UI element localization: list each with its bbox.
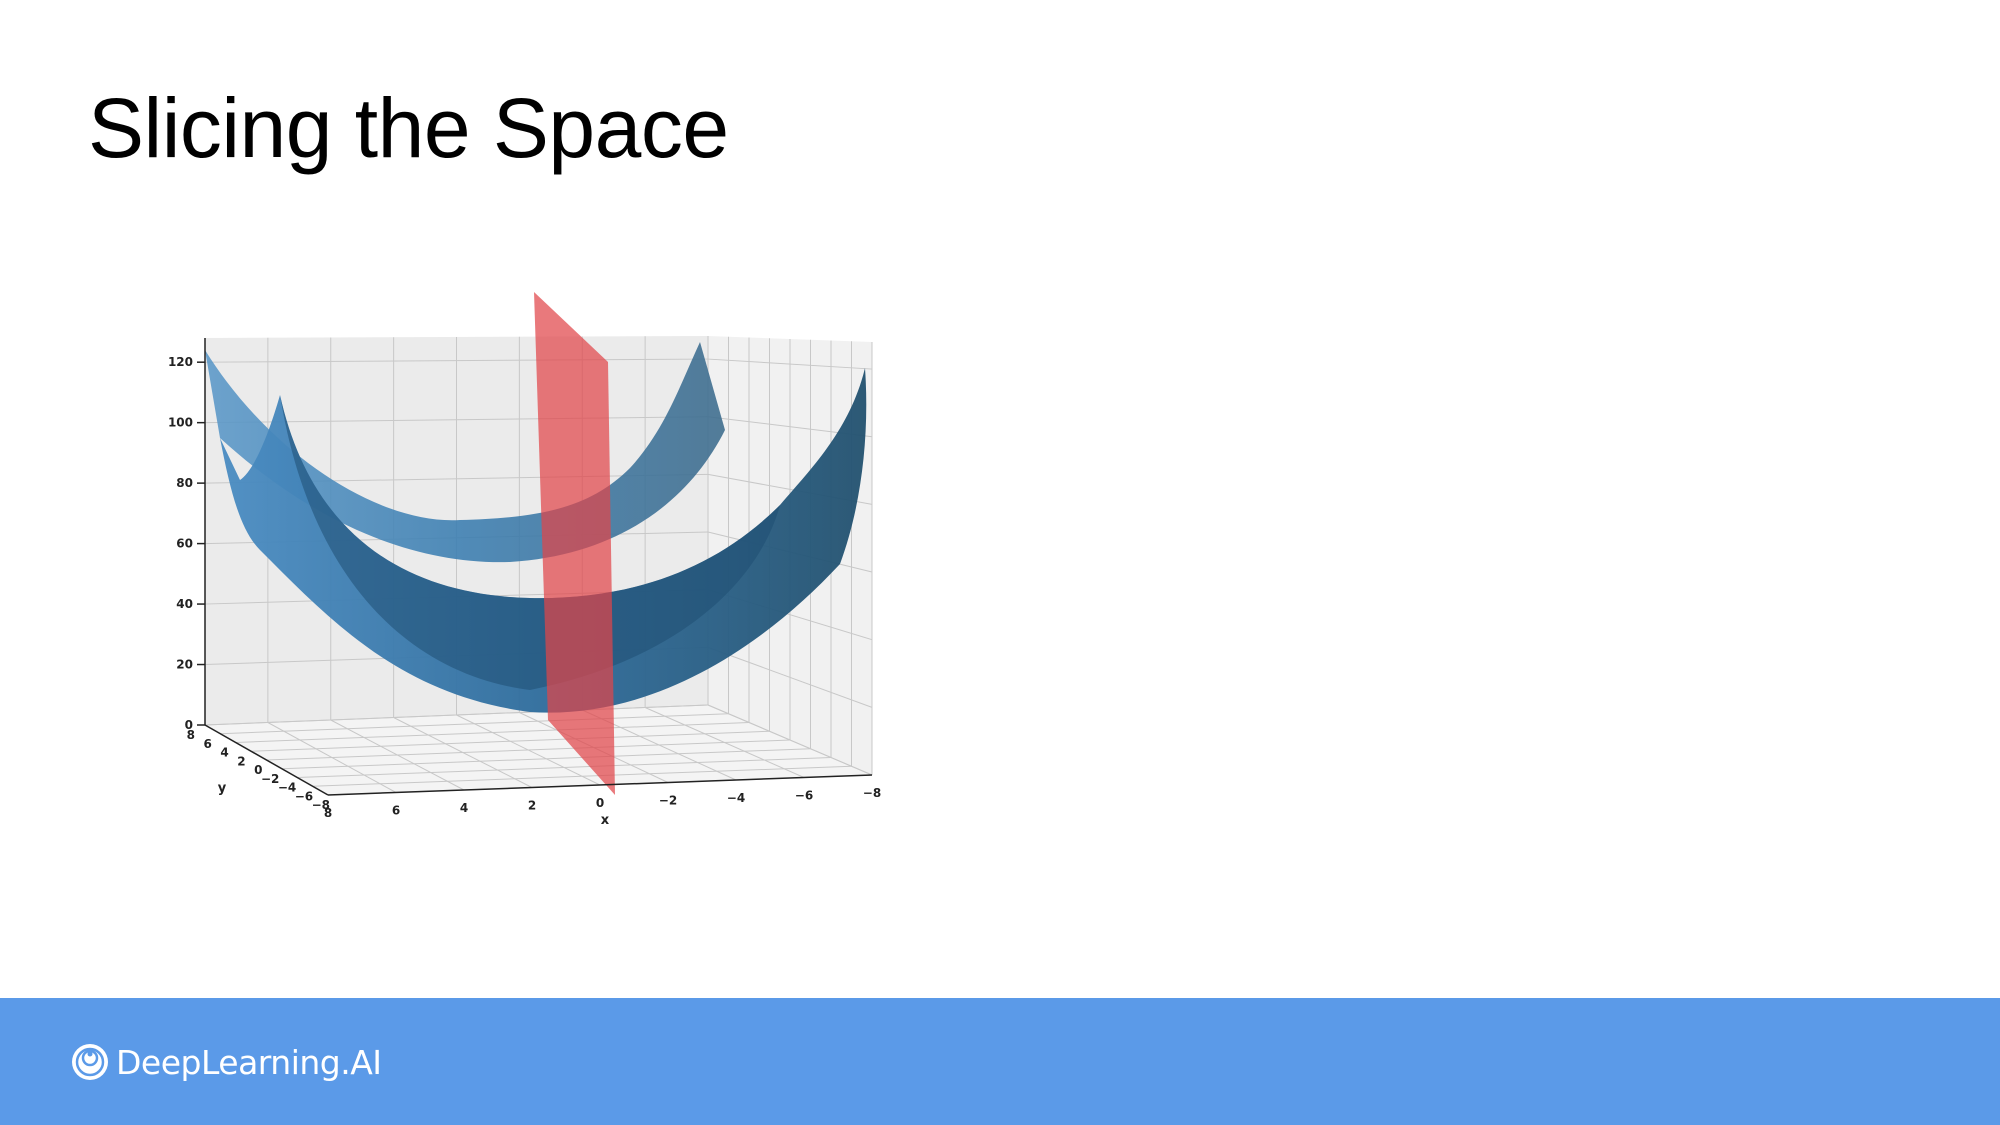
grid-line-y [312, 765, 852, 787]
slice-plane [534, 292, 615, 795]
z-tick-label: 100 [168, 416, 193, 430]
x-tick-label: 0 [596, 796, 604, 810]
y-tick-label: 8 [187, 728, 195, 742]
x-tick-label: −2 [659, 794, 677, 808]
brand-name: DeepLearning.AI [116, 1042, 382, 1082]
x-axis-line [327, 774, 873, 796]
z-tick-label: 120 [168, 355, 193, 369]
y-tick-label: −2 [261, 772, 279, 786]
x-tick-label: −4 [727, 791, 745, 805]
x-tick-label: 8 [324, 806, 332, 820]
y-tick-label: −6 [295, 789, 313, 803]
z-tick-label: 0 [185, 718, 193, 732]
grid-line-y [281, 748, 811, 770]
brand[interactable]: DeepLearning.AI [70, 1040, 382, 1084]
deeplearning-logo-icon [72, 1044, 108, 1080]
surface-chart: 0 20 40 60 80 100 120 8 6 4 2 0 −2 −4 −6 −8 8 6 4 2 0 −2 −4 −6−… [160, 280, 920, 840]
grid-line-y [220, 713, 729, 735]
y-tick-label: −4 [278, 781, 296, 795]
grid-line-y [251, 730, 770, 752]
slide-title: Slicing the Space [88, 81, 729, 175]
z-tick-label: 80 [176, 476, 193, 490]
grid-line-y [204, 704, 709, 726]
x-tick-label: −8 [863, 786, 881, 800]
x-axis-label: x [601, 813, 610, 828]
z-tick-label: 60 [176, 537, 193, 551]
y-tick-label: 0 [254, 763, 262, 777]
z-tick-label: 40 [176, 597, 193, 611]
surface-inner-shade [280, 395, 780, 690]
y-tick-label: −8 [312, 798, 330, 812]
footer-bar: DeepLearning.AI [0, 998, 2000, 1125]
y-tick-label: 2 [237, 754, 245, 768]
x-tick-label: −6 [795, 789, 813, 803]
surface-front-half [220, 368, 867, 713]
y-axis-label: y [218, 781, 227, 796]
z-tick-label: 20 [176, 658, 193, 672]
y-tick-label: 4 [220, 746, 228, 760]
y-axis-line [204, 724, 329, 796]
x-tick-label: 2 [528, 799, 536, 813]
x-tick-label: 6 [392, 804, 400, 818]
grid-line-y [235, 722, 750, 743]
grid-line-y [266, 739, 791, 761]
grid-line-y [297, 757, 832, 778]
x-tick-label: 4 [460, 801, 468, 815]
y-tick-label: 6 [204, 737, 212, 751]
